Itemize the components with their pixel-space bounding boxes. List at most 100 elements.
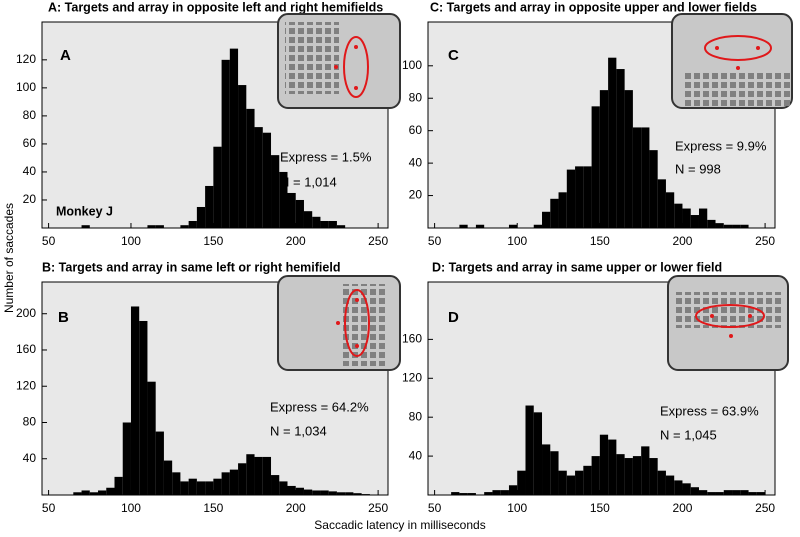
x-tick-label: 250 bbox=[755, 501, 775, 515]
bar bbox=[707, 492, 716, 495]
bar bbox=[484, 492, 493, 495]
bar bbox=[748, 492, 757, 495]
bar bbox=[624, 90, 633, 229]
bar bbox=[451, 492, 460, 495]
bar bbox=[517, 470, 526, 495]
bar bbox=[221, 472, 230, 495]
annotation: N = 998 bbox=[675, 161, 721, 176]
bar bbox=[583, 166, 592, 228]
y-tick-label: 40 bbox=[23, 451, 37, 465]
y-tick-label: 60 bbox=[23, 136, 37, 150]
y-tick-label: 120 bbox=[16, 52, 36, 66]
bar bbox=[698, 490, 708, 495]
bar bbox=[690, 215, 699, 228]
bar bbox=[698, 208, 708, 228]
y-tick-label: 20 bbox=[409, 188, 423, 202]
bar bbox=[591, 106, 600, 228]
bar bbox=[459, 224, 468, 228]
annotation: Express = 64.2% bbox=[270, 399, 369, 414]
x-axis-label: Saccadic latency in milliseconds bbox=[314, 518, 485, 532]
inset-d bbox=[667, 275, 789, 371]
x-tick-label: 200 bbox=[286, 234, 306, 248]
bar bbox=[533, 224, 543, 228]
bar bbox=[542, 444, 551, 495]
bar bbox=[287, 485, 296, 495]
bar bbox=[328, 491, 337, 495]
bar bbox=[740, 490, 749, 495]
panel-title: D: Targets and array in same upper or lo… bbox=[432, 260, 722, 274]
bar bbox=[163, 460, 173, 495]
bar bbox=[649, 458, 658, 495]
bar bbox=[459, 493, 468, 495]
bar bbox=[682, 208, 691, 228]
bar bbox=[106, 487, 115, 495]
bar bbox=[599, 90, 609, 229]
panel-title: B: Targets and array in same left or rig… bbox=[42, 260, 340, 274]
x-tick-label: 100 bbox=[507, 501, 527, 515]
bar bbox=[641, 446, 650, 495]
bar bbox=[542, 211, 551, 228]
annotation: Express = 9.9% bbox=[675, 138, 767, 153]
bar bbox=[303, 489, 313, 495]
y-tick-label: 80 bbox=[23, 108, 37, 122]
bar bbox=[229, 48, 239, 228]
bar bbox=[81, 225, 90, 228]
bar bbox=[180, 481, 189, 495]
bar bbox=[707, 219, 716, 228]
bar bbox=[690, 487, 699, 495]
x-tick-label: 100 bbox=[121, 501, 141, 515]
bar bbox=[312, 216, 321, 228]
bar bbox=[756, 492, 766, 495]
bar bbox=[147, 381, 156, 495]
x-tick-label: 150 bbox=[590, 234, 610, 248]
bar bbox=[732, 490, 741, 495]
bar bbox=[213, 146, 222, 228]
bar bbox=[303, 211, 313, 228]
bar bbox=[139, 320, 148, 495]
annotation: N = 1,014 bbox=[280, 174, 337, 189]
bar bbox=[723, 224, 733, 228]
bar bbox=[525, 405, 534, 495]
bar bbox=[262, 456, 272, 495]
bar bbox=[533, 412, 543, 495]
bar bbox=[254, 127, 263, 228]
bar bbox=[262, 132, 272, 228]
bar bbox=[566, 169, 576, 228]
bar bbox=[114, 476, 123, 495]
bar bbox=[188, 220, 197, 228]
bar bbox=[616, 69, 625, 228]
bar bbox=[550, 451, 559, 495]
bar bbox=[641, 127, 650, 228]
bar bbox=[665, 192, 675, 228]
inset-a bbox=[277, 13, 401, 109]
x-tick-label: 100 bbox=[121, 234, 141, 248]
bar bbox=[665, 475, 675, 495]
inset-c bbox=[671, 13, 793, 109]
bar bbox=[246, 454, 255, 495]
bar bbox=[336, 225, 346, 228]
bar bbox=[500, 490, 509, 495]
bar bbox=[632, 127, 642, 228]
bar bbox=[73, 492, 82, 495]
y-tick-label: 40 bbox=[23, 164, 37, 178]
bar bbox=[81, 490, 90, 495]
x-tick-label: 150 bbox=[203, 234, 223, 248]
bar bbox=[715, 492, 724, 495]
bar bbox=[566, 475, 576, 495]
x-tick-label: 100 bbox=[507, 234, 527, 248]
bar bbox=[550, 198, 559, 228]
x-tick-label: 50 bbox=[428, 234, 442, 248]
bar bbox=[238, 85, 247, 229]
bar bbox=[616, 454, 625, 495]
bar bbox=[295, 487, 304, 495]
bar bbox=[279, 171, 288, 228]
bar bbox=[575, 470, 584, 495]
bar bbox=[723, 490, 733, 495]
bar bbox=[196, 206, 206, 228]
panel-letter: C bbox=[448, 47, 459, 64]
bar bbox=[89, 492, 99, 495]
annotation: Express = 1.5% bbox=[280, 149, 372, 164]
inset-b bbox=[277, 275, 401, 371]
bar bbox=[246, 108, 255, 228]
